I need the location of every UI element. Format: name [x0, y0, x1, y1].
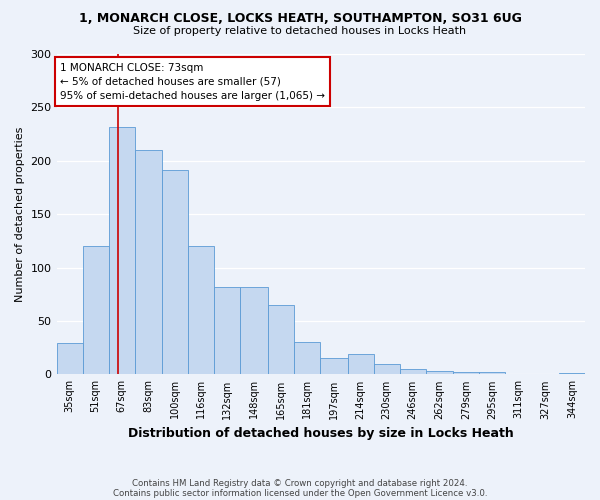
- Bar: [214, 287, 240, 374]
- Y-axis label: Number of detached properties: Number of detached properties: [15, 126, 25, 302]
- Bar: [188, 246, 214, 374]
- Bar: [109, 126, 134, 374]
- X-axis label: Distribution of detached houses by size in Locks Heath: Distribution of detached houses by size …: [128, 427, 514, 440]
- Bar: [400, 369, 425, 374]
- Text: 1 MONARCH CLOSE: 73sqm
← 5% of detached houses are smaller (57)
95% of semi-deta: 1 MONARCH CLOSE: 73sqm ← 5% of detached …: [60, 62, 325, 100]
- Bar: [134, 150, 162, 374]
- Bar: [240, 287, 268, 374]
- Bar: [268, 305, 294, 374]
- Bar: [83, 246, 109, 374]
- Text: Size of property relative to detached houses in Locks Heath: Size of property relative to detached ho…: [133, 26, 467, 36]
- Bar: [320, 358, 347, 374]
- Text: 1, MONARCH CLOSE, LOCKS HEATH, SOUTHAMPTON, SO31 6UG: 1, MONARCH CLOSE, LOCKS HEATH, SOUTHAMPT…: [79, 12, 521, 26]
- Bar: [294, 342, 320, 374]
- Text: Contains HM Land Registry data © Crown copyright and database right 2024.: Contains HM Land Registry data © Crown c…: [132, 478, 468, 488]
- Bar: [479, 372, 505, 374]
- Bar: [347, 354, 374, 374]
- Text: Contains public sector information licensed under the Open Government Licence v3: Contains public sector information licen…: [113, 488, 487, 498]
- Bar: [374, 364, 400, 374]
- Bar: [56, 344, 83, 374]
- Bar: [453, 372, 479, 374]
- Bar: [425, 371, 453, 374]
- Bar: [162, 170, 188, 374]
